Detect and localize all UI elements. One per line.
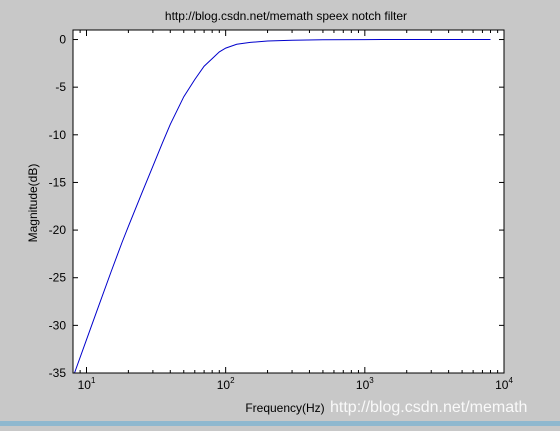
y-tick-label: -25	[49, 271, 67, 285]
y-tick-label: -35	[49, 366, 67, 380]
x-axis-label: Frequency(Hz)	[245, 401, 324, 415]
y-axis-label: Magnitude(dB)	[26, 164, 40, 243]
plot-frame	[72, 29, 505, 374]
y-tick-label: -10	[49, 128, 67, 142]
y-tick-label: -20	[49, 223, 67, 237]
x-tick-label: 101	[78, 376, 96, 392]
y-tick-label: -30	[49, 318, 67, 332]
y-tick-label: 0	[59, 33, 66, 47]
series-line	[74, 39, 491, 374]
y-tick-label: -5	[55, 80, 66, 94]
chart-title: http://blog.csdn.net/memath speex notch …	[165, 9, 407, 23]
x-tick-label: 102	[217, 376, 235, 392]
window-bottom-strip	[0, 421, 560, 426]
x-tick-label: 103	[356, 376, 374, 392]
tick-labels-layer: 0 -5 -10 -15 -20 -25 -30 -35 101 102 103 104	[49, 33, 514, 392]
x-tick-label: 104	[495, 376, 513, 392]
y-tick-label: -15	[49, 175, 67, 189]
watermark: http://blog.csdn.net/memath	[330, 399, 527, 416]
plot-area	[73, 30, 504, 373]
